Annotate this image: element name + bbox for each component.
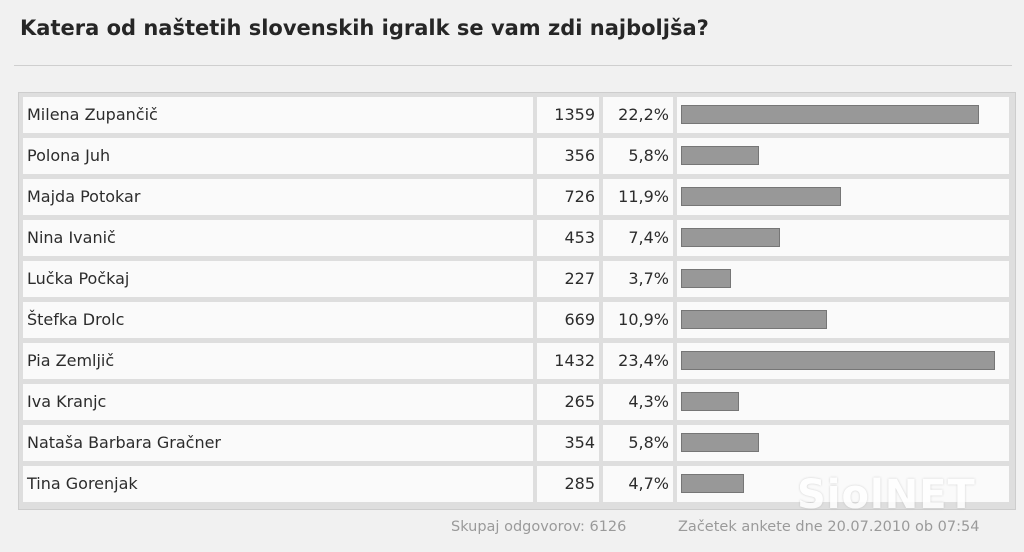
option-votes: 356 [537, 138, 599, 174]
poll-row: Majda Potokar 726 11,9% [23, 179, 1009, 215]
option-name: Pia Zemljič [23, 343, 533, 379]
result-bar [681, 228, 780, 247]
option-percent: 10,9% [603, 302, 673, 338]
option-percent: 4,7% [603, 466, 673, 502]
option-name: Lučka Počkaj [23, 261, 533, 297]
option-votes: 354 [537, 425, 599, 461]
option-percent: 5,8% [603, 138, 673, 174]
total-responses: Skupaj odgovorov: 6126 [451, 519, 627, 535]
result-bar [681, 146, 759, 165]
poll-start-date: Začetek ankete dne 20.07.2010 ob 07:54 [678, 519, 980, 535]
option-votes: 265 [537, 384, 599, 420]
result-bar [681, 187, 841, 206]
poll-row: Pia Zemljič 1432 23,4% [23, 343, 1009, 379]
option-percent: 5,8% [603, 425, 673, 461]
poll-row: Nataša Barbara Gračner 354 5,8% [23, 425, 1009, 461]
result-bar [681, 474, 744, 493]
option-percent: 23,4% [603, 343, 673, 379]
option-percent: 7,4% [603, 220, 673, 256]
option-name: Polona Juh [23, 138, 533, 174]
option-name: Iva Kranjc [23, 384, 533, 420]
siolnet-watermark: SiolNET [797, 472, 976, 518]
poll-results-table: Milena Zupančič 1359 22,2% Polona Juh 35… [18, 92, 1016, 510]
option-votes: 1359 [537, 97, 599, 133]
option-votes: 227 [537, 261, 599, 297]
poll-row: Polona Juh 356 5,8% [23, 138, 1009, 174]
option-name: Nina Ivanič [23, 220, 533, 256]
title-divider [14, 65, 1012, 66]
poll-row: Iva Kranjc 265 4,3% [23, 384, 1009, 420]
option-name: Štefka Drolc [23, 302, 533, 338]
result-bar [681, 105, 979, 124]
option-percent: 11,9% [603, 179, 673, 215]
option-name: Nataša Barbara Gračner [23, 425, 533, 461]
poll-row: Nina Ivanič 453 7,4% [23, 220, 1009, 256]
option-name: Tina Gorenjak [23, 466, 533, 502]
option-name: Majda Potokar [23, 179, 533, 215]
result-bar [681, 351, 995, 370]
option-percent: 3,7% [603, 261, 673, 297]
option-votes: 669 [537, 302, 599, 338]
option-percent: 4,3% [603, 384, 673, 420]
poll-row: Tina Gorenjak 285 4,7% [23, 466, 1009, 502]
option-votes: 285 [537, 466, 599, 502]
poll-row: Milena Zupančič 1359 22,2% [23, 97, 1009, 133]
result-bar [681, 269, 731, 288]
option-percent: 22,2% [603, 97, 673, 133]
option-votes: 453 [537, 220, 599, 256]
option-votes: 726 [537, 179, 599, 215]
option-name: Milena Zupančič [23, 97, 533, 133]
result-bar [681, 392, 739, 411]
poll-question: Katera od naštetih slovenskih igralk se … [20, 16, 709, 40]
poll-row: Lučka Počkaj 227 3,7% [23, 261, 1009, 297]
result-bar [681, 310, 827, 329]
poll-row: Štefka Drolc 669 10,9% [23, 302, 1009, 338]
result-bar [681, 433, 759, 452]
option-votes: 1432 [537, 343, 599, 379]
